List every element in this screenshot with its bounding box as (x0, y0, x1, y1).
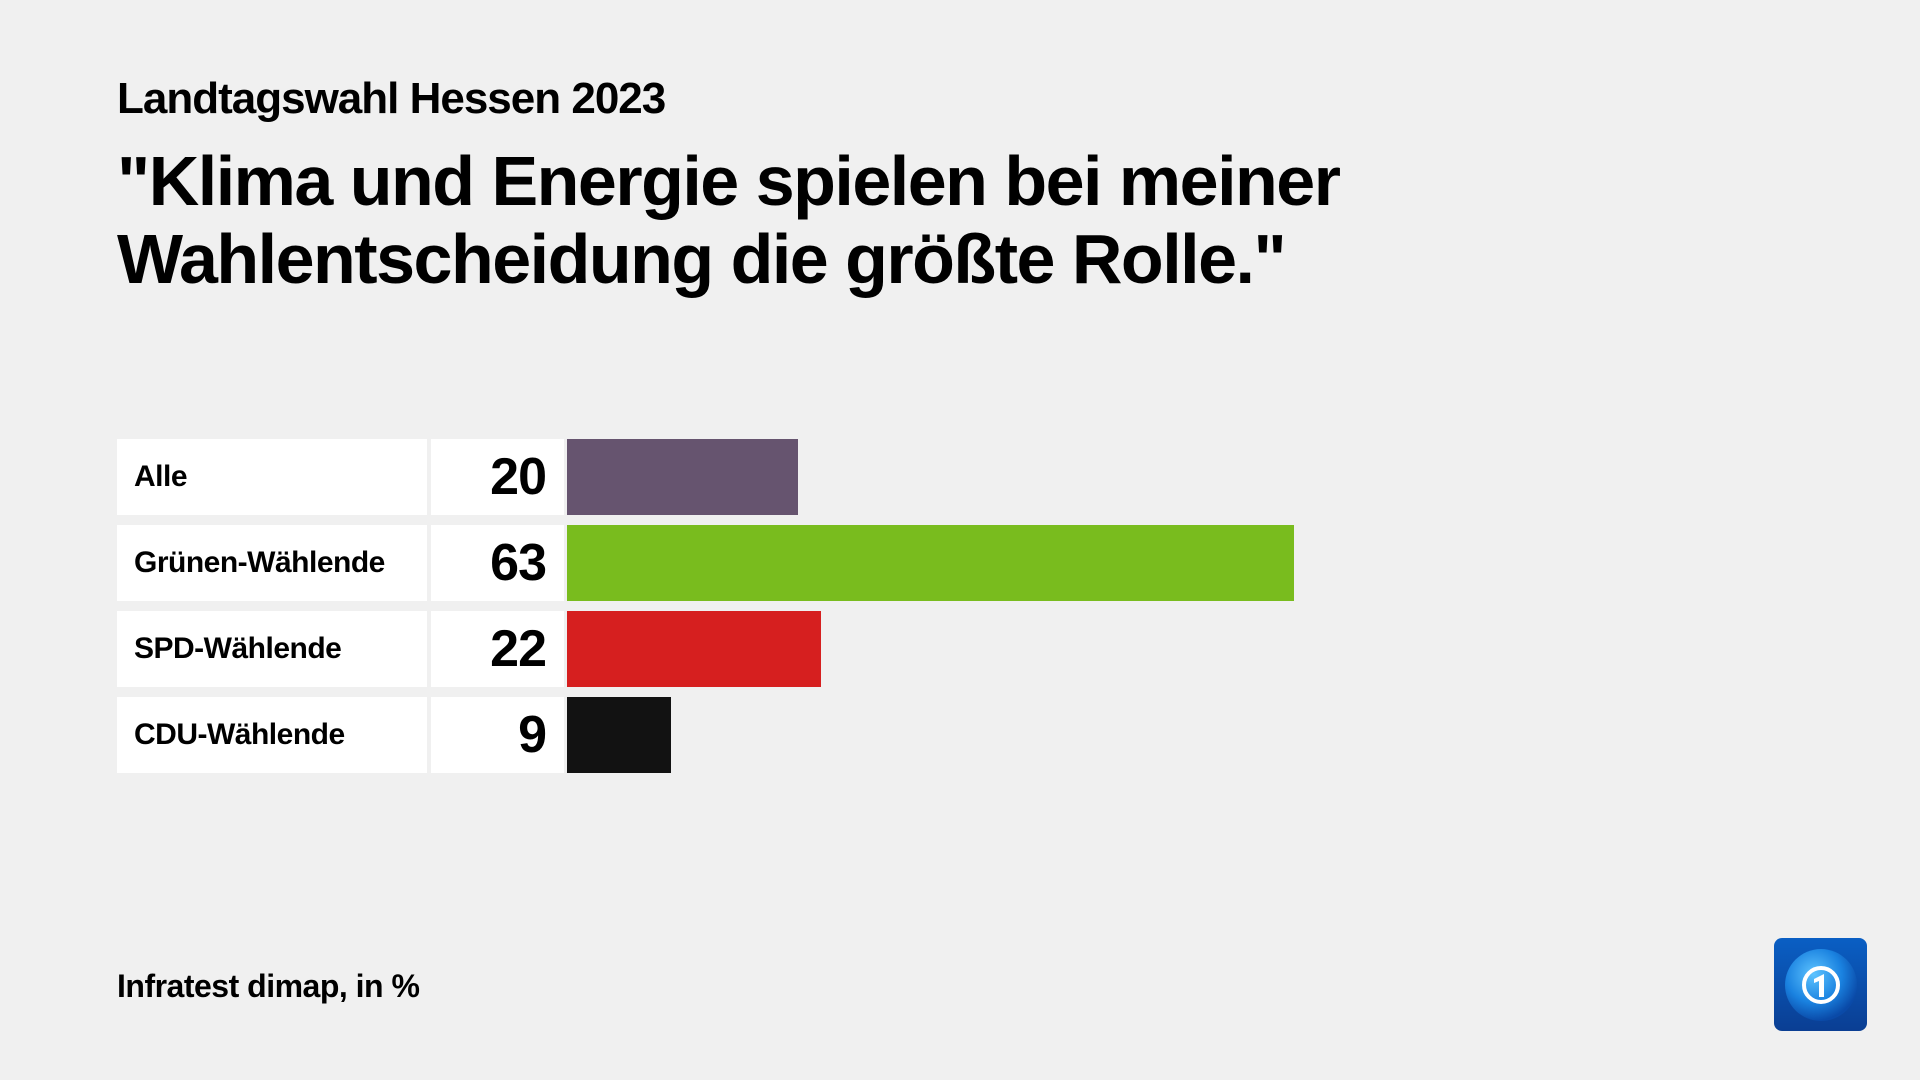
row-label: Alle (117, 439, 427, 515)
row-value: 22 (431, 611, 564, 687)
tagesschau-logo-icon (1774, 938, 1867, 1031)
source-note: Infratest dimap, in % (117, 968, 420, 1004)
chart-subtitle: Landtagswahl Hessen 2023 (117, 74, 666, 123)
bar (567, 525, 1294, 601)
row-value: 9 (431, 697, 564, 773)
globe-one-icon (1784, 948, 1857, 1021)
bar (567, 697, 671, 773)
row-label: SPD-Wählende (117, 611, 427, 687)
row-value: 20 (431, 439, 564, 515)
row-label: CDU-Wählende (117, 697, 427, 773)
chart-headline: "Klima und Energie spielen bei meiner Wa… (117, 142, 1341, 298)
row-label: Grünen-Wählende (117, 525, 427, 601)
bar (567, 611, 821, 687)
bar (567, 439, 798, 515)
row-value: 63 (431, 525, 564, 601)
